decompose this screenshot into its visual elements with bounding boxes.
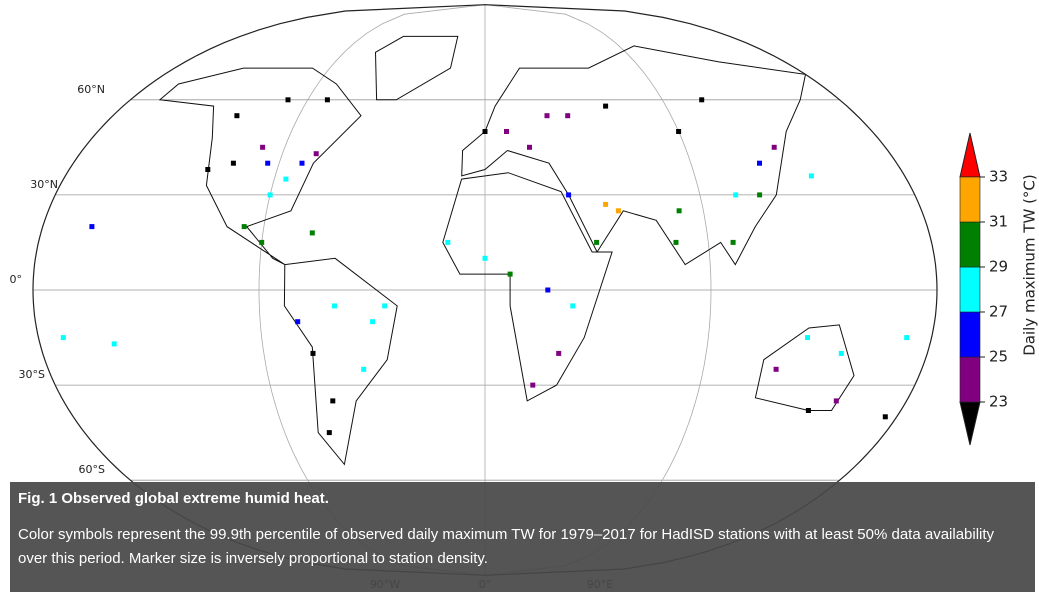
station [805, 335, 810, 341]
station [111, 341, 117, 347]
station [283, 176, 289, 182]
colorbar-extend [959, 132, 981, 178]
station [757, 160, 762, 166]
lat-label: 60°S [79, 463, 105, 476]
station [838, 350, 844, 356]
station [361, 366, 367, 372]
station [310, 350, 316, 356]
station [673, 239, 679, 245]
lat-label: 30°N [30, 178, 58, 191]
station [324, 97, 330, 103]
station [241, 224, 247, 230]
station [904, 335, 910, 341]
colorbar-tick-label: 33 [989, 168, 1008, 186]
station [265, 160, 271, 166]
station [527, 144, 532, 150]
station [260, 144, 266, 150]
station [382, 303, 388, 309]
station [445, 239, 451, 245]
colorbar-extend [959, 401, 981, 446]
station [594, 239, 600, 245]
station [309, 230, 315, 236]
station [330, 398, 336, 404]
station [60, 335, 66, 341]
coastline [754, 324, 855, 411]
colorbar-segment [959, 356, 981, 403]
station [699, 97, 705, 103]
colorbar-segment [959, 266, 981, 313]
station [676, 129, 682, 134]
station [570, 303, 576, 309]
colorbar-tick-label: 27 [989, 303, 1008, 321]
station [482, 255, 488, 261]
station [504, 129, 509, 134]
colorbar-segment [959, 176, 981, 223]
lat-label: 60°N [77, 83, 105, 96]
station [805, 408, 811, 413]
station [833, 398, 839, 404]
station [882, 414, 888, 420]
caption-text: Color symbols represent the 99.9th perce… [18, 526, 995, 567]
colorbar-label: Daily maximum TW (°C) [1021, 174, 1039, 356]
station [205, 167, 211, 172]
station [313, 151, 319, 157]
colorbar-tick-label: 29 [989, 258, 1008, 276]
meridian [258, 4, 486, 576]
station [676, 208, 682, 214]
station [230, 160, 236, 166]
lat-label: 0° [10, 273, 23, 286]
station [295, 319, 301, 325]
station [482, 129, 488, 134]
station [808, 173, 814, 179]
map-border [32, 4, 938, 576]
station [603, 103, 609, 109]
coastline [283, 257, 398, 466]
station [757, 192, 763, 198]
coastline [374, 35, 459, 101]
station [615, 208, 621, 214]
station [89, 224, 95, 230]
lat-label: 30°S [19, 368, 45, 381]
station [259, 239, 265, 245]
station [556, 350, 562, 356]
coastline [461, 45, 807, 266]
station [545, 287, 551, 293]
station [566, 192, 572, 198]
caption-title: Fig. 1 Observed global extreme humid hea… [18, 490, 329, 507]
station [565, 113, 571, 119]
station [299, 160, 305, 166]
station [370, 319, 376, 325]
station [771, 144, 777, 150]
colorbar-tick-label: 25 [989, 348, 1008, 366]
station [730, 239, 736, 245]
colorbar-segment [959, 221, 981, 268]
caption: Fig. 1 Observed global extreme humid hea… [10, 482, 1035, 592]
station [507, 271, 513, 277]
station [234, 113, 240, 119]
meridian [484, 4, 712, 576]
station [733, 192, 739, 198]
colorbar-segment [959, 311, 981, 358]
station [773, 366, 779, 372]
station [332, 303, 337, 309]
station [285, 97, 291, 103]
colorbar-tick-label: 31 [989, 213, 1008, 231]
station [603, 201, 609, 207]
station [326, 430, 332, 436]
station [544, 113, 550, 119]
colorbar-tick-label: 23 [989, 393, 1008, 411]
station [267, 192, 273, 198]
station [530, 382, 536, 388]
